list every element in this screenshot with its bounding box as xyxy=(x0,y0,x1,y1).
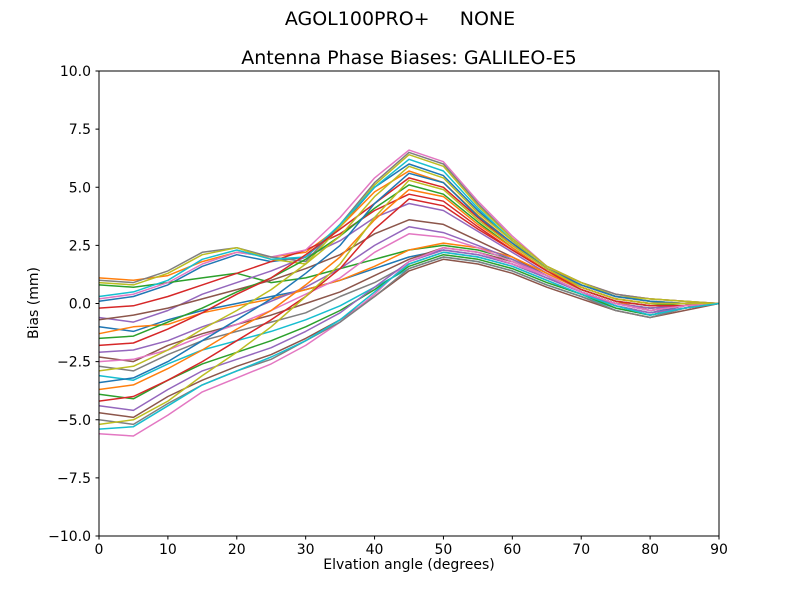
series-line-line-04 xyxy=(98,193,719,309)
series-line-line-30 xyxy=(98,251,720,430)
series-line-line-24 xyxy=(98,198,720,402)
series-line-line-27 xyxy=(98,246,720,437)
series-line-line-20 xyxy=(98,256,720,381)
x-tick-label: 20 xyxy=(228,542,246,558)
x-tick-label: 80 xyxy=(641,542,659,558)
series-line-line-09 xyxy=(98,153,720,305)
y-tick-label: −10.0 xyxy=(48,529,91,545)
x-tick-label: 70 xyxy=(572,542,590,558)
x-tick-label: 40 xyxy=(366,542,384,558)
x-tick-label: 60 xyxy=(503,542,521,558)
y-axis-label: Bias (mm) xyxy=(26,266,42,340)
y-tick-label: −2.5 xyxy=(57,355,91,371)
y-tick-label: 2.5 xyxy=(69,238,91,254)
series-line-line-26 xyxy=(98,258,720,419)
x-axis-label: Elvation angle (degrees) xyxy=(323,557,495,573)
y-tick-label: −7.5 xyxy=(57,471,91,487)
series-line-line-02 xyxy=(98,170,720,305)
figure-suptitle: AGOL100PRO+ NONE xyxy=(284,8,516,30)
x-tick-label: 90 xyxy=(710,542,728,558)
axes-title: Antenna Phase Biases: GALILEO-E5 xyxy=(241,47,577,69)
series-line-line-15 xyxy=(98,226,720,354)
y-tick-label: 7.5 xyxy=(69,122,91,138)
series-line-line-21 xyxy=(98,172,719,384)
y-tick-label: 0.0 xyxy=(69,297,91,313)
series-line-line-29 xyxy=(98,179,719,426)
y-tick-label: 10.0 xyxy=(60,64,91,80)
x-tick-label: 0 xyxy=(95,542,104,558)
y-tick-label: −5.0 xyxy=(57,413,91,429)
series-line-line-23 xyxy=(98,253,720,400)
series-line-line-08 xyxy=(98,151,720,305)
x-tick-label: 10 xyxy=(159,542,177,558)
x-tick-label: 30 xyxy=(297,542,315,558)
y-tick-label: 5.0 xyxy=(69,180,91,196)
x-tick-label: 50 xyxy=(435,542,453,558)
